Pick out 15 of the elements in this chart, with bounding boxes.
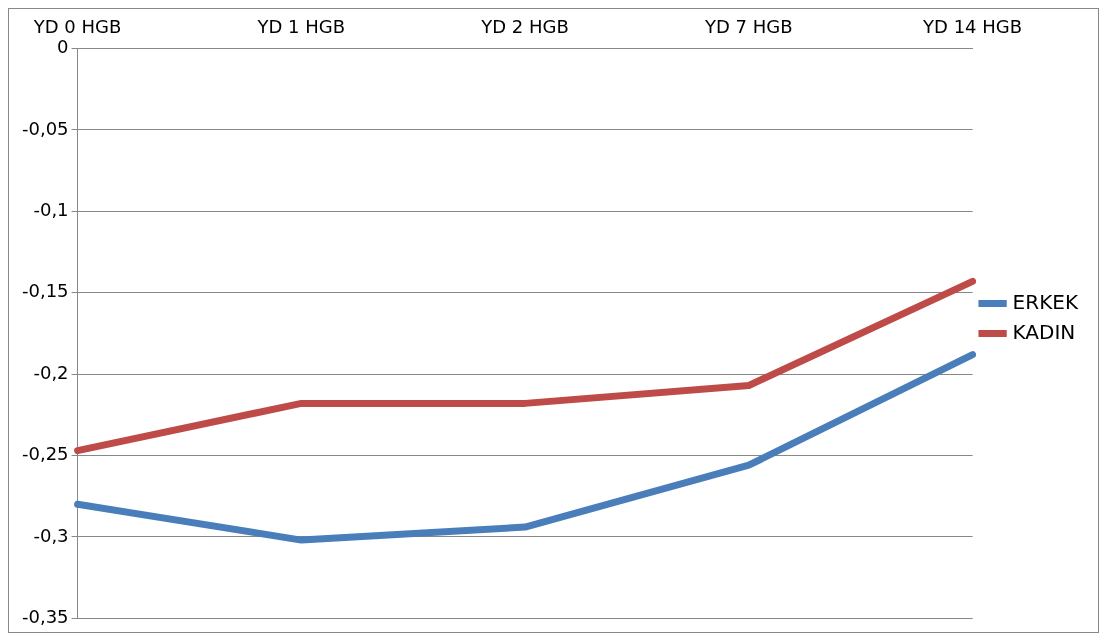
y-tick-label: -0,15 — [22, 280, 69, 302]
x-tick-label: YD 14 HGB — [922, 16, 1023, 38]
y-tick-label: -0,3 — [33, 524, 69, 546]
x-tick-label: YD 7 HGB — [704, 16, 793, 38]
legend-label: KADIN — [1012, 319, 1076, 344]
x-tick-label: YD 1 HGB — [256, 16, 346, 38]
y-tick-label: -0,25 — [22, 443, 69, 465]
x-tick-label: YD 2 HGB — [480, 16, 569, 38]
y-tick-label: -0,1 — [33, 199, 69, 221]
y-tick-label: -0,2 — [33, 361, 69, 383]
legend-label: ERKEK — [1012, 289, 1079, 314]
y-tick-label: -0,05 — [22, 117, 69, 139]
x-tick-label: YD 0 HGB — [32, 16, 122, 38]
y-tick-label: -0,35 — [22, 605, 69, 627]
y-tick-label: 0 — [57, 36, 69, 58]
